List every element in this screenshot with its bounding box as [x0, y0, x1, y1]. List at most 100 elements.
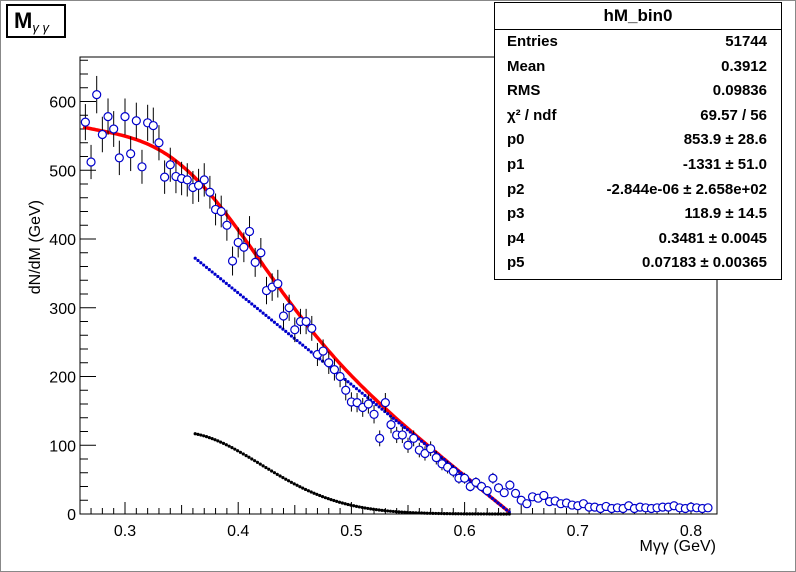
- stats-key: p4: [507, 229, 525, 247]
- stats-row: χ² / ndf 69.57 / 56: [495, 104, 781, 129]
- stats-box: hM_bin0 Entries 51744 Mean 0.3912 RMS 0.09836…: [494, 2, 782, 280]
- stats-value: 51744: [725, 33, 767, 50]
- stats-value: 0.3481 ± 0.0045: [658, 229, 767, 247]
- signal-curve-dot: [332, 498, 336, 503]
- signal-curve-dot: [269, 469, 274, 473]
- signal-curve-dot: [253, 459, 257, 463]
- background-curve-dot: [267, 316, 271, 320]
- signal-curve-dot: [473, 512, 477, 516]
- signal-curve-dot: [417, 511, 421, 515]
- background-curve-dot: [377, 405, 381, 409]
- signal-curve-dot: [386, 509, 390, 513]
- signal-curve-dot: [371, 507, 376, 511]
- signal-curve-dot: [340, 501, 344, 505]
- signal-curve-dot: [411, 511, 415, 515]
- signal-curve-dot: [496, 512, 500, 516]
- stats-key: RMS: [507, 82, 541, 100]
- data-point: [488, 473, 498, 483]
- signal-curve-dot: [264, 465, 268, 470]
- x-tick-label: 0.5: [340, 523, 362, 540]
- signal-curve-dot: [250, 457, 254, 461]
- plot-frame: [79, 56, 718, 515]
- background-curve-dot: [275, 322, 279, 327]
- background-curve-dot: [397, 421, 401, 425]
- background-curve-dot: [346, 380, 350, 384]
- data-point: [482, 486, 492, 496]
- data-point: [131, 116, 141, 126]
- signal-curve-dot: [275, 472, 279, 476]
- data-point: [97, 129, 107, 140]
- background-curve-dot: [193, 256, 197, 260]
- background-curve-dot: [261, 311, 265, 315]
- stats-value: 0.09836: [712, 82, 767, 100]
- signal-curve-dot: [354, 504, 359, 508]
- signal-curve-dot: [419, 511, 424, 515]
- data-point: [227, 256, 238, 266]
- data-point: [324, 358, 334, 368]
- stats-key: p3: [507, 205, 525, 223]
- y-tick-label: 0: [67, 507, 76, 524]
- histogram-title-box: Mγ γ: [6, 4, 66, 38]
- background-curve-dot: [303, 345, 308, 350]
- signal-curve-dot: [193, 432, 197, 436]
- y-tick-label: 200: [49, 370, 76, 387]
- data-point: [273, 279, 283, 289]
- data-point: [375, 433, 385, 443]
- signal-curve-dot: [210, 437, 214, 441]
- signal-curve-dot: [408, 510, 412, 515]
- data-point: [386, 420, 396, 430]
- x-tick-label: 0.7: [567, 523, 589, 540]
- signal-curve-dot: [224, 443, 228, 447]
- data-point: [352, 398, 362, 408]
- signal-curve-dot: [346, 502, 350, 507]
- background-curve-dot: [202, 263, 206, 267]
- signal-curve-dot: [255, 460, 260, 464]
- data-point: [148, 120, 158, 131]
- background-curve-dot: [388, 414, 393, 418]
- signal-curve-dot: [241, 452, 245, 456]
- data-point: [256, 248, 266, 258]
- background-curve-dot: [278, 325, 282, 329]
- data-point: [182, 175, 192, 185]
- background-curve-dot: [258, 309, 262, 313]
- background-curve-dot: [204, 265, 209, 269]
- stats-value: 69.57 / 56: [700, 106, 767, 124]
- stats-header: hM_bin0: [495, 3, 781, 30]
- background-curve-dot: [496, 501, 500, 505]
- signal-curve-dot: [238, 450, 243, 454]
- data-point: [103, 112, 113, 122]
- data-point: [703, 503, 713, 513]
- y-tick-label: 300: [49, 301, 76, 318]
- stats-row: p3 118.9 ± 14.5: [495, 202, 781, 227]
- signal-curve-dot: [499, 512, 503, 516]
- background-curve-dot: [216, 274, 220, 279]
- x-tick-label: 0.3: [114, 523, 136, 540]
- stats-rows: Entries 51744 Mean 0.3912 RMS 0.09836 χ² / ndf…: [495, 30, 781, 276]
- background-curve-dot: [284, 329, 288, 334]
- signal-curve-dot: [289, 480, 294, 484]
- background-curve-dot: [309, 350, 313, 354]
- signal-curve-dot: [219, 440, 223, 444]
- background-curve-dot: [493, 499, 497, 503]
- background-curve-dot: [422, 441, 427, 446]
- background-curve-dot: [357, 389, 361, 393]
- background-curve-dot: [354, 386, 359, 391]
- signal-curve-dot: [323, 496, 327, 500]
- data-point: [86, 157, 96, 167]
- signal-curve-dot: [326, 497, 330, 501]
- background-curve-dot: [247, 300, 251, 304]
- data-point: [120, 112, 130, 122]
- data-point: [239, 242, 249, 252]
- data-point: [114, 153, 124, 163]
- signal-curve-dot: [377, 508, 381, 512]
- signal-curve-dot: [349, 503, 353, 507]
- signal-curve-dot: [465, 512, 469, 516]
- signal-curve-dot: [233, 447, 237, 451]
- background-curve-dot: [199, 261, 203, 265]
- signal-curve-dot: [312, 491, 316, 495]
- signal-curve-dot: [315, 492, 319, 497]
- title-main: M: [14, 8, 33, 33]
- stats-key: p5: [507, 254, 525, 272]
- signal-curve-dot: [428, 511, 432, 515]
- signal-curve-dot: [363, 506, 367, 510]
